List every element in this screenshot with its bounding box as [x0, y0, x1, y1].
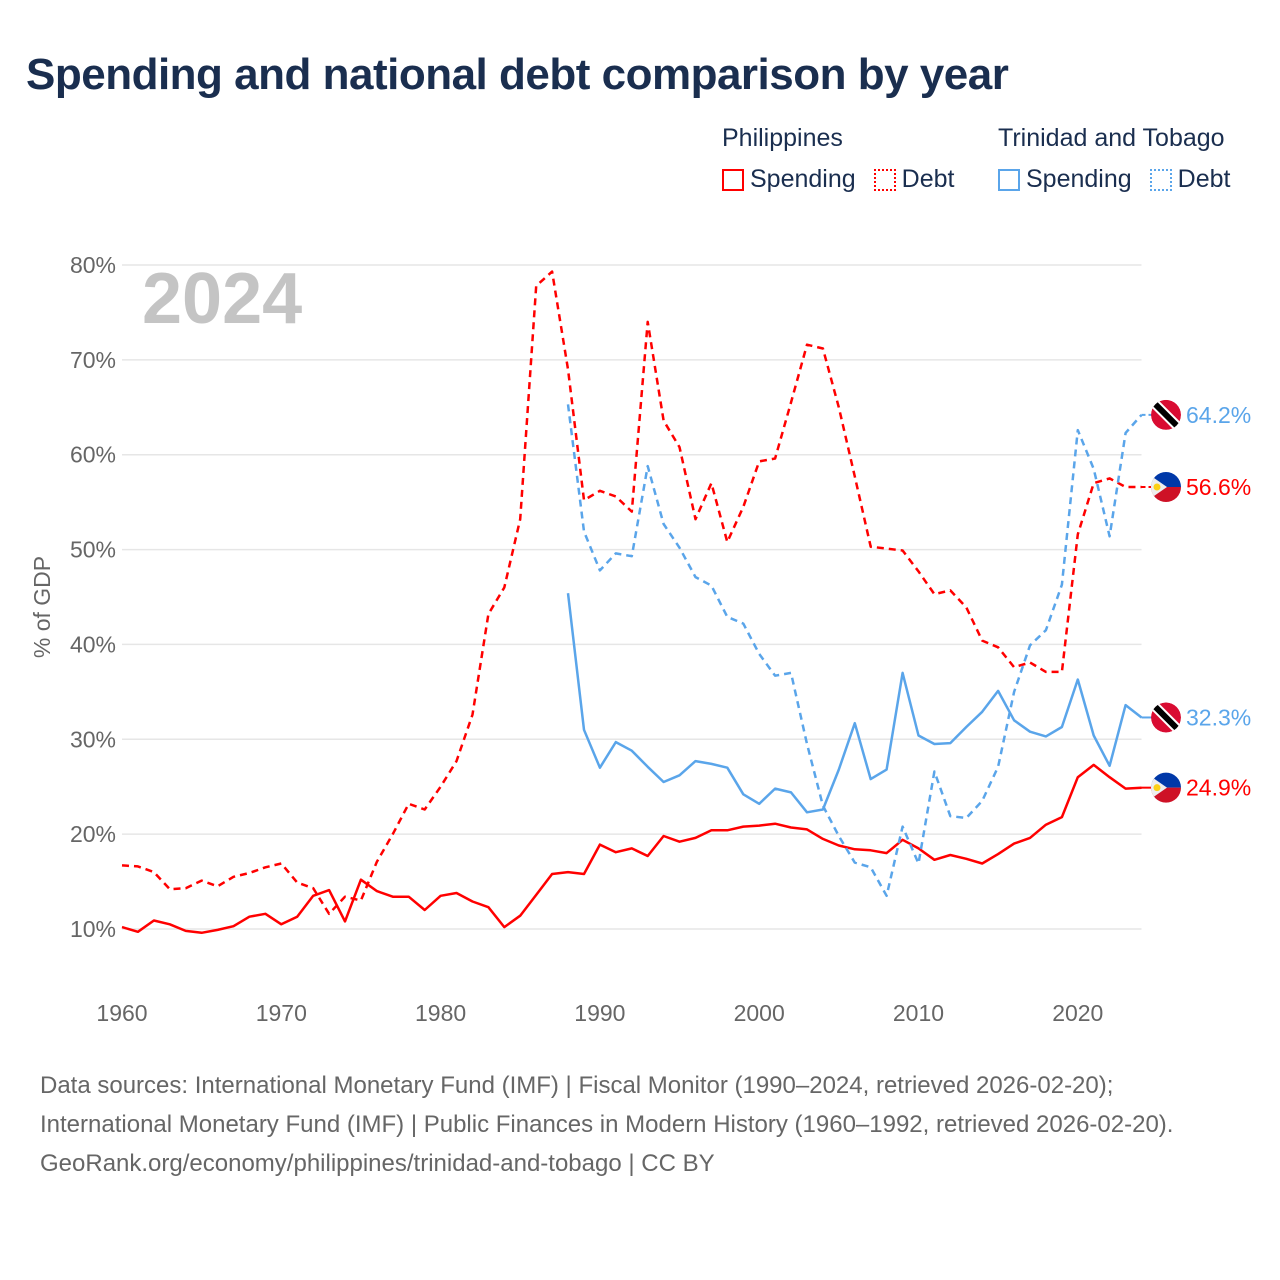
- y-tick-label: 30%: [70, 726, 116, 752]
- x-tick-label: 2020: [1052, 1000, 1103, 1026]
- legend-label: Debt: [1177, 165, 1231, 193]
- end-value-label: 24.9%: [1186, 775, 1251, 801]
- legend-item-philippines-spending[interactable]: Spending: [722, 165, 856, 194]
- footer: Data sources: International Monetary Fun…: [40, 1066, 1240, 1183]
- series-line-trinidad-and-tobago-spending: [566, 593, 1143, 814]
- y-tick-label: 80%: [70, 252, 116, 278]
- solid-swatch-icon: [722, 168, 744, 191]
- x-tick-label: 1960: [96, 1000, 147, 1026]
- legend-label: Spending: [1026, 165, 1132, 193]
- legend-item-trinidad-debt[interactable]: Debt: [1149, 165, 1231, 194]
- legend-country-label: Philippines: [722, 124, 843, 152]
- legend-country-label: Trinidad and Tobago: [998, 124, 1225, 152]
- chart-title: Spending and national debt comparison by…: [26, 50, 1009, 99]
- x-tick-label: 2010: [893, 1000, 944, 1026]
- philippines-flag-icon: [1151, 772, 1181, 803]
- y-tick-label: 70%: [70, 347, 116, 373]
- series-line-trinidad-and-tobago-debt: [566, 404, 1143, 898]
- end-value-label: 32.3%: [1186, 704, 1251, 730]
- solid-swatch-icon: [998, 168, 1020, 191]
- end-value-label: 64.2%: [1186, 402, 1251, 428]
- legend-item-philippines-debt[interactable]: Debt: [873, 165, 955, 194]
- end-value-label: 56.6%: [1186, 474, 1251, 500]
- source-link[interactable]: GeoRank.org/economy/philippines/trinidad…: [40, 1150, 715, 1177]
- x-tick-label: 1990: [574, 1000, 625, 1026]
- trinidad-flag-icon: [1151, 702, 1181, 733]
- x-tick-label: 1970: [256, 1000, 307, 1026]
- trinidad-flag-icon: [1151, 399, 1181, 430]
- series-line-philippines-spending: [121, 763, 1142, 935]
- year-watermark: 2024: [142, 259, 302, 339]
- dotted-swatch-icon: [1149, 168, 1172, 191]
- philippines-flag-icon: [1151, 471, 1181, 502]
- y-tick-label: 60%: [70, 442, 116, 468]
- x-tick-label: 2000: [734, 1000, 785, 1026]
- legend-item-trinidad-spending[interactable]: Spending: [998, 165, 1132, 194]
- data-sources: Data sources: International Monetary Fun…: [40, 1072, 1174, 1138]
- legend-trinidad: Trinidad and Tobago Spending Debt: [998, 124, 1248, 194]
- y-tick-label: 50%: [70, 537, 116, 563]
- x-tick-label: 1980: [415, 1000, 466, 1026]
- legend-label: Spending: [750, 165, 856, 193]
- chart-plot: 2024 10% 20% 30% 40% 50% 60% 70% 80% 1960 1970 1980…: [29, 252, 1251, 1026]
- legend-label: Debt: [901, 165, 955, 193]
- y-tick-label: 10%: [70, 916, 116, 942]
- y-tick-label: 40%: [70, 631, 116, 657]
- y-axis-label: % of GDP: [29, 556, 55, 658]
- y-tick-label: 20%: [70, 821, 116, 847]
- legend-philippines: Philippines Spending Debt: [722, 124, 972, 194]
- dotted-swatch-icon: [873, 168, 896, 191]
- series-line-philippines-debt: [121, 270, 1142, 916]
